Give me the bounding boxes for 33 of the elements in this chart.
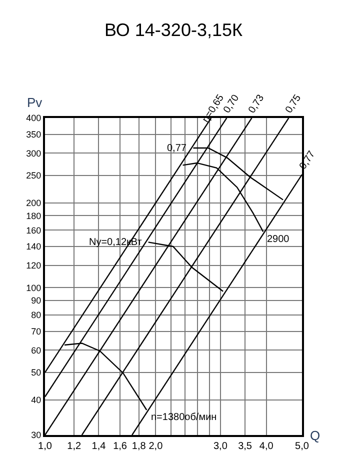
y-tick-label: 180 — [26, 210, 42, 221]
x-tick-label: 5,0 — [295, 441, 310, 452]
x-tick-label: 3,0 — [213, 441, 228, 452]
x-tick-label: 4,0 — [259, 441, 274, 452]
y-tick-label: 140 — [26, 242, 42, 252]
x-tick-label: 3,5 — [238, 441, 252, 452]
x-axis-title: Q — [310, 428, 320, 443]
x-tick-label: 1,2 — [67, 441, 82, 452]
y-tick-label: 60 — [31, 345, 42, 356]
y-tick-label: 350 — [26, 129, 42, 140]
y-tick-label: 30 — [31, 430, 42, 440]
y-tick-label: 120 — [26, 260, 42, 270]
y-tick-label: 300 — [26, 148, 42, 158]
y-tick-label: 70 — [31, 326, 42, 336]
annotation: 0,77 — [167, 143, 187, 154]
chart-title: ВО 14-320-3,15К — [104, 20, 243, 40]
y-tick-label: 200 — [26, 198, 42, 208]
y-tick-label: 400 — [26, 113, 42, 124]
y-axis-title: Pv — [27, 95, 43, 110]
x-tick-label: 1,6 — [113, 441, 128, 452]
y-tick-label: 50 — [31, 368, 42, 378]
y-tick-label: 160 — [26, 225, 42, 236]
x-tick-label: 1,4 — [92, 441, 106, 452]
x-tick-label: 1,8 — [132, 441, 146, 452]
y-tick-label: 40 — [31, 394, 42, 405]
x-tick-label: 1,0 — [38, 441, 52, 452]
y-tick-label: 100 — [26, 282, 42, 293]
y-tick-label: 90 — [31, 296, 42, 306]
y-tick-label: 80 — [31, 310, 42, 320]
x-tick-label: 2,0 — [148, 441, 164, 452]
annotation: n=1380об/мин — [151, 412, 217, 423]
y-tick-label: 250 — [26, 170, 42, 181]
annotation: 2900 — [267, 234, 290, 245]
